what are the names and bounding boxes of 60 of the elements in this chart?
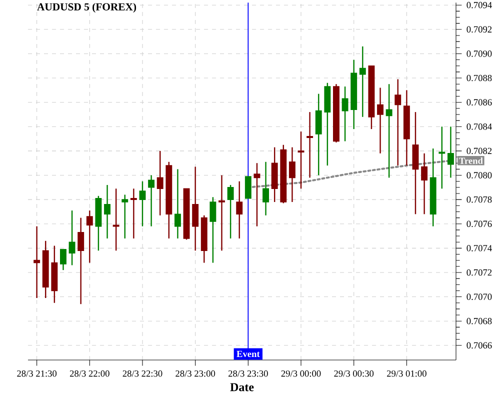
candlestick	[60, 248, 66, 271]
candlestick	[288, 146, 296, 203]
candlestick	[438, 126, 446, 190]
x-tick-label: 28/3 21:30	[17, 370, 57, 377]
candlestick	[139, 180, 146, 227]
y-tick-label: 0.7074	[466, 245, 492, 252]
candlestick	[68, 210, 76, 266]
y-tick-label: 0.7068	[466, 318, 492, 324]
candlestick	[359, 46, 366, 118]
x-tick-label: 29/3 00:00	[281, 370, 321, 377]
y-tick-label: 0.7094	[466, 2, 492, 8]
candlestick	[78, 217, 84, 305]
candlestick	[210, 196, 216, 264]
ref-line-label: Event	[236, 350, 260, 358]
candlestick	[386, 84, 392, 178]
candlestick	[254, 162, 260, 227]
candlestick	[130, 188, 137, 240]
candlestick	[227, 184, 234, 240]
candlestick	[421, 152, 428, 215]
y-tick-label: 0.7070	[466, 294, 492, 300]
candlestick	[112, 188, 120, 252]
candlestick	[306, 111, 314, 178]
candlestick	[236, 180, 243, 240]
y-tick-label: 0.7076	[466, 220, 492, 228]
candlestick	[315, 93, 322, 176]
candlestick	[262, 161, 269, 216]
candlestick	[394, 78, 402, 166]
candlestick	[156, 150, 164, 216]
candlestick	[298, 130, 304, 190]
candlestick	[192, 166, 199, 252]
candlestick	[174, 168, 181, 240]
candlestick	[244, 176, 252, 199]
candlestick	[122, 194, 128, 240]
candlestick	[447, 126, 454, 178]
x-tick-label: 29/3 01:00	[387, 370, 426, 377]
y-tick-label: 0.7084	[466, 123, 492, 130]
y-tick-label: 0.7082	[466, 148, 492, 154]
y-tick-label: 0.7092	[466, 26, 492, 33]
x-tick-label: 28/3 22:30	[122, 370, 162, 377]
y-tick-label: 0.7066	[466, 342, 492, 349]
x-axis-title: Date	[230, 383, 254, 392]
candlestick	[342, 86, 348, 142]
x-tick-label: 29/3 00:30	[334, 370, 374, 377]
y-tick-label: 0.7078	[466, 196, 492, 203]
candlestick	[377, 87, 384, 154]
x-tick-label: 28/3 22:00	[70, 370, 110, 377]
y-tick-label: 0.7072	[466, 269, 492, 276]
candlestick	[104, 184, 110, 240]
candlestick	[86, 210, 93, 264]
y-tick-label: 0.7090	[466, 50, 492, 57]
candlestick	[218, 174, 225, 252]
candlestick	[148, 174, 155, 227]
x-tick-label: 28/3 23:00	[176, 370, 216, 377]
y-tick-label: 0.7080	[466, 172, 492, 178]
x-tick-label: 28/3 23:30	[228, 370, 268, 377]
y-tick-label: 0.7088	[466, 74, 492, 82]
y-tick-label: 0.7086	[466, 99, 492, 106]
candlestick	[34, 226, 40, 299]
series-label: Trend	[459, 157, 483, 164]
chart-title: AUDUSD 5 (FOREX)	[37, 2, 136, 13]
